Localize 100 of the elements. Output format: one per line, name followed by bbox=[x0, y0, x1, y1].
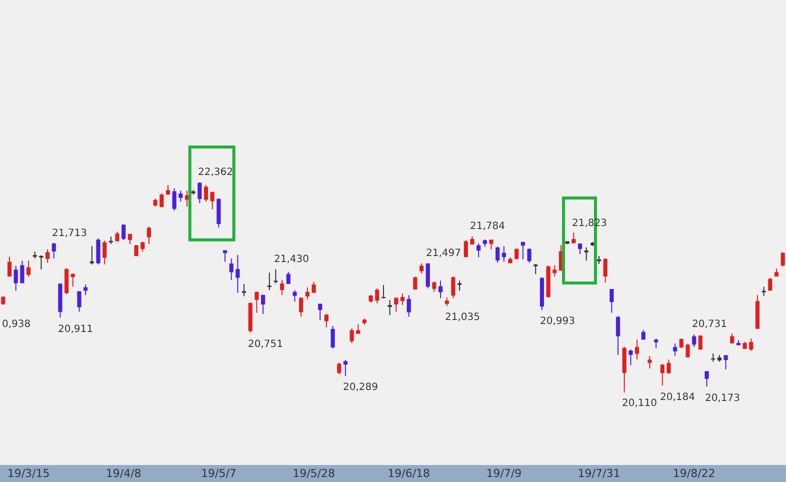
candlestick bbox=[140, 241, 145, 252]
text: 20,911 bbox=[58, 324, 93, 335]
candlestick bbox=[292, 290, 297, 302]
text: 21,035 bbox=[445, 312, 480, 323]
candlestick bbox=[216, 198, 221, 228]
candlestick bbox=[312, 281, 316, 294]
candlestick bbox=[77, 290, 82, 312]
candlestick bbox=[534, 264, 538, 275]
candlestick bbox=[742, 341, 747, 350]
candlestick bbox=[52, 242, 56, 259]
candlestick bbox=[596, 256, 602, 265]
candlestick bbox=[222, 250, 228, 262]
text: 20,110 bbox=[622, 398, 657, 409]
annotation: 0,938 bbox=[2, 319, 31, 330]
candlestick bbox=[32, 251, 37, 259]
text: 20,173 bbox=[705, 393, 740, 404]
candlestick bbox=[520, 242, 525, 260]
candlestick bbox=[552, 264, 557, 278]
candlestick bbox=[394, 298, 398, 312]
candlestick bbox=[324, 314, 328, 328]
candlestick bbox=[451, 276, 456, 299]
candlestick bbox=[134, 244, 138, 256]
candlestick bbox=[375, 288, 380, 304]
candlestick bbox=[584, 246, 588, 262]
x-tick-label: 19/5/7 bbox=[200, 467, 236, 480]
candlestick bbox=[236, 254, 240, 294]
candlestick bbox=[666, 358, 671, 375]
text: 21,430 bbox=[274, 254, 309, 265]
x-tick-label: 19/7/9 bbox=[486, 467, 522, 480]
x-tick-label: 19/3/15 bbox=[7, 467, 50, 480]
candlestick bbox=[356, 324, 360, 334]
candlestick bbox=[58, 282, 62, 318]
candlestick bbox=[350, 328, 354, 344]
candlestick bbox=[717, 354, 722, 362]
candlestick bbox=[45, 248, 50, 264]
text: 21,713 bbox=[52, 228, 87, 239]
candlestick bbox=[432, 281, 436, 292]
candlestick bbox=[628, 348, 633, 366]
candlestick bbox=[84, 284, 88, 296]
candlestick bbox=[426, 262, 430, 289]
candlestick bbox=[191, 189, 196, 196]
candlestick bbox=[381, 284, 386, 299]
candlestick bbox=[115, 231, 120, 242]
candlestick bbox=[514, 248, 519, 260]
candlestick bbox=[755, 294, 760, 329]
candlestick bbox=[686, 342, 690, 358]
candlestick bbox=[39, 254, 44, 270]
candlestick bbox=[616, 316, 620, 356]
candlestick bbox=[724, 354, 728, 370]
candlestick bbox=[610, 288, 614, 314]
text: 21,497 bbox=[426, 248, 461, 259]
candlestick bbox=[178, 190, 183, 202]
candlestick bbox=[248, 302, 252, 334]
candlestick bbox=[540, 276, 544, 311]
candlestick bbox=[634, 339, 640, 360]
candlestick bbox=[736, 340, 741, 346]
candlestick bbox=[496, 246, 500, 264]
x-tick-label: 19/8/22 bbox=[672, 467, 716, 480]
candlestick bbox=[508, 256, 512, 264]
candlestick bbox=[406, 294, 411, 318]
candlestick bbox=[413, 276, 418, 290]
x-tick-label: 19/6/18 bbox=[388, 467, 430, 480]
candlestick bbox=[400, 292, 405, 306]
candlestick bbox=[654, 338, 658, 349]
candlestick bbox=[274, 268, 278, 284]
candlestick bbox=[388, 299, 392, 316]
candlestick bbox=[458, 280, 462, 292]
candlestick bbox=[780, 252, 785, 268]
candlestick bbox=[482, 238, 487, 248]
candlestick bbox=[198, 182, 202, 204]
text: 20,731 bbox=[692, 319, 727, 330]
candlestick bbox=[305, 286, 310, 300]
candlestick bbox=[299, 296, 304, 318]
candlestick bbox=[90, 246, 94, 265]
candlestick bbox=[14, 265, 18, 292]
candlestick bbox=[368, 294, 373, 304]
candlestick bbox=[286, 271, 290, 284]
x-tick-label: 19/5/28 bbox=[292, 467, 335, 480]
text: 20,751 bbox=[248, 339, 283, 350]
text: 22,362 bbox=[198, 167, 233, 178]
candlestick bbox=[337, 362, 342, 375]
candlestick bbox=[229, 258, 234, 281]
candlestick bbox=[711, 352, 716, 362]
candlestick bbox=[210, 191, 214, 210]
candlestick bbox=[184, 190, 190, 208]
candlestick bbox=[108, 236, 113, 245]
candlestick bbox=[166, 184, 170, 196]
candlestick bbox=[438, 280, 443, 299]
candlestick bbox=[648, 356, 652, 370]
candlestick bbox=[20, 260, 24, 284]
candlestick bbox=[26, 260, 31, 278]
text: 20,993 bbox=[540, 316, 575, 327]
x-tick-label: 19/4/8 bbox=[106, 467, 142, 480]
candlestick bbox=[749, 338, 754, 352]
candlestick bbox=[470, 236, 474, 245]
candlestick bbox=[318, 302, 322, 321]
candlestick bbox=[64, 268, 69, 295]
candlestick bbox=[1, 296, 6, 306]
candlestick bbox=[692, 334, 696, 348]
candlestick bbox=[172, 188, 176, 212]
